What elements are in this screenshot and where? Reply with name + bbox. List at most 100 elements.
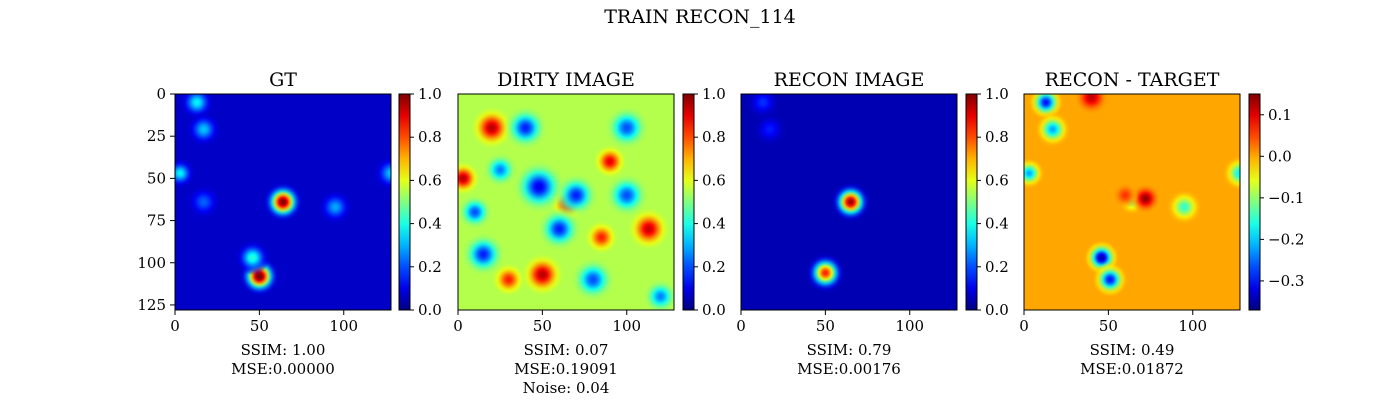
- heatmap-blob: [458, 194, 493, 230]
- colorbar-tick-label: 0.2: [702, 258, 726, 276]
- heatmap-blob: [604, 105, 649, 150]
- heatmap-blob: [537, 207, 582, 251]
- caption-line: SSIM: 0.79: [807, 341, 892, 359]
- caption-line: MSE:0.01872: [1080, 360, 1184, 378]
- colorbar: [682, 93, 695, 311]
- caption-line: SSIM: 0.07: [524, 341, 609, 359]
- panel-4: RECON - TARGET 0 50 100 0.1 0.0 −0.1 −0.2 −0.3 SS…: [1019, 69, 1304, 378]
- heatmap-blob: [503, 105, 548, 150]
- colorbar-tick-label: 1.0: [702, 85, 726, 103]
- heatmap-blob: [458, 160, 481, 196]
- y-tick-label: 100: [137, 254, 166, 272]
- heatmap-blob: [554, 173, 598, 218]
- caption-line: SSIM: 1.00: [241, 341, 326, 359]
- colorbar-tick-label: −0.2: [1268, 230, 1304, 248]
- heatmap-blob: [1130, 183, 1161, 215]
- colorbar-tick-label: −0.1: [1268, 189, 1304, 207]
- colorbar-tick-label: 0.4: [418, 215, 442, 233]
- panel-3: RECON IMAGE 0 50 100 0.0 0.2 0.4 0.6 0.8 1.0 SSIM:…: [736, 69, 1009, 378]
- colorbar-tick-label: 0.6: [985, 171, 1009, 189]
- y-tick-label: 50: [147, 169, 166, 187]
- panel-title: RECON - TARGET: [1045, 69, 1220, 91]
- heatmap-blob: [186, 111, 222, 147]
- panel-title: GT: [269, 69, 297, 91]
- colorbar-tick-label: 0.2: [985, 258, 1009, 276]
- axes-frame: [1023, 93, 1241, 311]
- colorbar-tick-label: 0.8: [702, 128, 726, 146]
- heatmap-blob: [831, 182, 871, 222]
- caption-line: MSE:0.00176: [797, 360, 901, 378]
- colorbar: [398, 93, 411, 311]
- colorbar-tick-label: −0.3: [1268, 272, 1304, 290]
- colorbar-tick-label: 0.0: [1268, 147, 1292, 165]
- colorbar: [1248, 93, 1261, 311]
- colorbar-tick-label: 1.0: [418, 85, 442, 103]
- heatmap-blob: [1092, 262, 1128, 298]
- heatmap-blob: [186, 184, 222, 220]
- heatmap-blob: [482, 152, 518, 188]
- caption-line: MSE:0.00000: [231, 360, 335, 378]
- heatmap-blob: [373, 155, 391, 191]
- panel-title: DIRTY IMAGE: [497, 69, 635, 91]
- axes-frame: [740, 93, 958, 311]
- colorbar-tick-label: 0.8: [985, 128, 1009, 146]
- y-tick-label: 75: [147, 212, 166, 230]
- heatmap-blob: [583, 219, 620, 255]
- x-tick-label: 100: [895, 317, 924, 335]
- x-tick-label: 50: [533, 317, 552, 335]
- heatmap-blob: [805, 253, 846, 293]
- heatmap-blob: [461, 232, 506, 277]
- colorbar-tick-label: 0.0: [418, 301, 442, 319]
- colorbar-tick-label: 0.1: [1268, 106, 1292, 124]
- y-tick-label: 25: [147, 127, 166, 145]
- colorbar-tick-label: 0.0: [985, 301, 1009, 319]
- colorbar-tick-label: 0.0: [702, 301, 726, 319]
- colorbar-tick-label: 1.0: [985, 85, 1009, 103]
- heatmap-blob: [626, 207, 671, 251]
- x-tick-label: 0: [736, 317, 746, 335]
- x-tick-label: 50: [1099, 317, 1118, 335]
- heatmap-blob: [1166, 189, 1202, 225]
- heatmap-blob: [642, 278, 674, 310]
- heatmap-blob: [1222, 155, 1240, 191]
- caption-line: Noise: 0.04: [523, 379, 610, 397]
- heatmap-blob: [175, 157, 196, 189]
- heatmap-image: [1024, 94, 1240, 310]
- colorbar-tick-label: 0.4: [985, 215, 1009, 233]
- heatmap-blob: [263, 182, 303, 222]
- heatmap-blob: [752, 111, 788, 147]
- panel-1: GT 0 50 100 0 25 50 75 100 125 0.0 0.2 0.4 0.6 0.8 1.0 S…: [137, 69, 442, 378]
- heatmap-image: [175, 94, 391, 310]
- axes-frame: [457, 93, 675, 311]
- colorbar: [965, 93, 978, 311]
- x-tick-label: 0: [170, 317, 180, 335]
- x-tick-label: 50: [250, 317, 269, 335]
- colorbar-tick-label: 0.4: [702, 215, 726, 233]
- heatmap-image: [458, 94, 674, 310]
- heatmap-image: [741, 94, 957, 310]
- heatmap-blob: [592, 143, 628, 180]
- caption-line: SSIM: 0.49: [1090, 341, 1175, 359]
- x-tick-label: 50: [816, 317, 835, 335]
- heatmap-blob: [520, 252, 565, 297]
- heatmap-blob: [1035, 111, 1071, 147]
- heatmap-blob: [1024, 157, 1045, 189]
- x-tick-label: 100: [612, 317, 641, 335]
- heatmap-blob: [604, 173, 649, 218]
- figure-suptitle: TRAIN RECON_114: [604, 6, 796, 28]
- heatmap-blob: [317, 189, 353, 225]
- x-tick-label: 100: [1178, 317, 1207, 335]
- heatmap-blob: [1112, 182, 1139, 209]
- panel-title: RECON IMAGE: [774, 69, 925, 91]
- colorbar-tick-label: 0.8: [418, 128, 442, 146]
- heatmap-blob: [512, 160, 566, 214]
- caption-line: MSE:0.19091: [514, 360, 618, 378]
- heatmap-blob: [1073, 94, 1110, 115]
- heatmap-blob: [491, 262, 527, 298]
- colorbar-tick-label: 0.6: [418, 171, 442, 189]
- x-tick-label: 0: [453, 317, 463, 335]
- colorbar-tick-label: 0.2: [418, 258, 442, 276]
- panel-2: DIRTY IMAGE 0 50 100 0.0 0.2 0.4 0.6 0.8 1.0 SSIM:…: [453, 69, 726, 397]
- heatmap-blob: [571, 257, 615, 302]
